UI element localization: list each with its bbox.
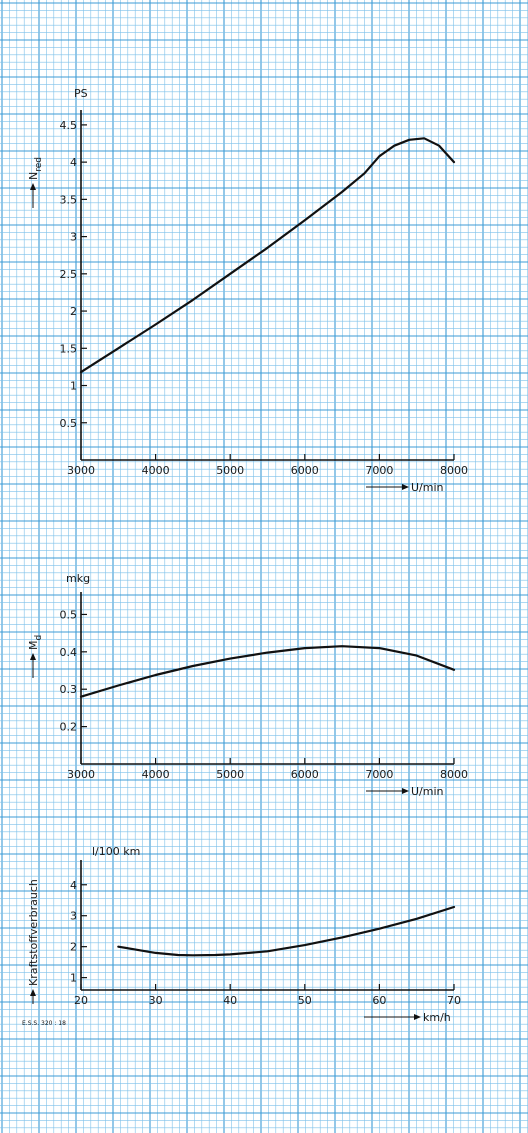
y-axis-label: Kraftstoffverbrauch (27, 879, 40, 986)
y-tick-label: 3 (70, 910, 77, 923)
x-tick-label: 6000 (291, 768, 319, 781)
x-axis-label: U/min (411, 785, 444, 798)
y-unit-label: l/100 km (92, 845, 140, 858)
y-axis-label-subscript: d (34, 635, 44, 641)
x-axis-label: U/min (411, 481, 444, 494)
y-axis-arrow-head (30, 183, 36, 190)
footer-code: E.S.S. 320 : 18 (22, 1020, 66, 1027)
y-axis-arrow-head (30, 653, 36, 660)
y-axis-arrow-head (30, 989, 36, 996)
x-tick-label: 8000 (440, 768, 468, 781)
y-axis-label-subscript: red (34, 157, 44, 172)
power-chart: 0.5 1 1.5 2 2.5 3 3.5 4 4.5 3000 4000 5000 6000 7000 8… (27, 87, 468, 494)
x-axis-arrow-head (402, 484, 409, 490)
x-axis-label: km/h (423, 1011, 451, 1024)
y-tick-label: 3.5 (60, 193, 78, 206)
y-tick-label: 0.5 (60, 608, 78, 621)
y-tick-label: 0.3 (60, 683, 78, 696)
x-tick-label: 5000 (216, 768, 244, 781)
x-tick-label: 20 (74, 994, 88, 1007)
series-line (117, 905, 456, 957)
x-tick-label: 70 (447, 994, 461, 1007)
x-tick-label: 4000 (142, 768, 170, 781)
y-tick-label: 3 (70, 231, 77, 244)
x-axis-arrow-head (402, 788, 409, 794)
y-tick-label: 2 (70, 941, 77, 954)
x-tick-label: 5000 (216, 464, 244, 477)
y-tick-label: 0.5 (60, 417, 78, 430)
fuel-consumption-chart: 1 2 3 4 20 30 40 50 60 70 l/100 km km/h Kraftstoffve… (27, 845, 461, 1024)
x-tick-label: 60 (372, 994, 386, 1007)
x-axis-arrow-head (414, 1014, 421, 1020)
y-tick-label: 0.4 (60, 646, 78, 659)
torque-chart: 0.2 0.3 0.4 0.5 3000 4000 5000 6000 7000 8000 mkg U… (27, 572, 468, 798)
x-tick-label: 30 (149, 994, 163, 1007)
y-tick-label: 1.5 (60, 342, 78, 355)
y-unit-label: mkg (66, 572, 90, 585)
y-tick-label: 1 (70, 972, 77, 985)
series-line (79, 645, 456, 698)
y-unit-label: PS (74, 87, 88, 100)
y-tick-label: 2 (70, 305, 77, 318)
x-tick-label: 3000 (67, 768, 95, 781)
x-tick-label: 7000 (365, 464, 393, 477)
series-line (79, 137, 456, 374)
y-tick-label: 4 (70, 879, 77, 892)
x-tick-label: 40 (223, 994, 237, 1007)
x-tick-label: 3000 (67, 464, 95, 477)
y-tick-label: 1 (70, 380, 77, 393)
y-tick-label: 4.5 (60, 119, 78, 132)
y-axis-label-group: Kraftstoffverbrauch (27, 879, 40, 1004)
x-tick-label: 7000 (365, 768, 393, 781)
y-tick-label: 0.2 (60, 721, 78, 734)
x-tick-label: 50 (298, 994, 312, 1007)
x-tick-label: 8000 (440, 464, 468, 477)
y-tick-label: 2.5 (60, 268, 78, 281)
y-tick-label: 4 (70, 156, 77, 169)
x-tick-label: 6000 (291, 464, 319, 477)
x-tick-label: 4000 (142, 464, 170, 477)
